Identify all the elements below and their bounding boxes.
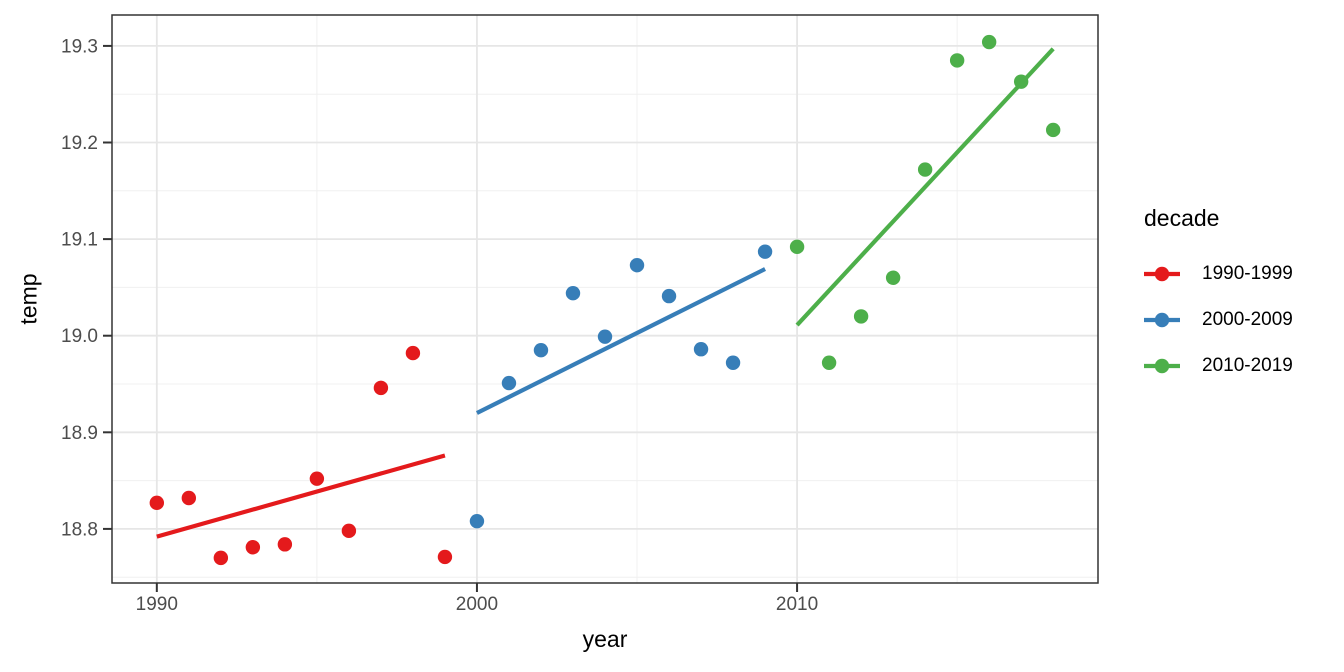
legend-key-smooth-point-icon [1144, 312, 1180, 328]
data-point [277, 537, 293, 552]
legend: decade 1990-1999 2000-2009 2010-2019 [1144, 203, 1334, 389]
legend-key-smooth-point-icon [1144, 358, 1180, 374]
x-axis-title: year [582, 626, 628, 652]
legend-title: decade [1144, 205, 1220, 231]
y-tick-label: 19.0 [61, 326, 98, 347]
plot-panel [112, 15, 1098, 583]
data-point [629, 257, 645, 273]
x-tick-label: 2000 [456, 594, 498, 615]
data-point [981, 34, 997, 50]
data-point [1045, 122, 1061, 138]
y-tick-label: 19.1 [61, 230, 98, 251]
panel-border [111, 14, 1099, 584]
data-point [213, 550, 229, 566]
data-point [853, 309, 869, 324]
legend-label: 1990-1999 [1202, 263, 1293, 284]
data-point [565, 286, 581, 301]
trend-line [795, 47, 1055, 327]
data-point [757, 244, 773, 259]
y-tick-label: 18.9 [61, 423, 98, 444]
legend-label: 2000-2009 [1202, 309, 1293, 330]
y-tick-label: 19.2 [61, 133, 98, 154]
data-point [661, 288, 677, 304]
data-point [725, 355, 741, 370]
data-point [693, 342, 709, 357]
legend-key-smooth-point-icon [1144, 266, 1180, 282]
data-point [533, 342, 549, 358]
data-point [885, 270, 901, 285]
legend-item: 2010-2019 [1144, 343, 1334, 389]
data-point [597, 329, 613, 344]
data-point [821, 355, 837, 370]
y-tick-label: 18.8 [61, 519, 98, 540]
data-point [149, 495, 165, 511]
data-point [181, 490, 197, 506]
data-point [469, 513, 485, 529]
data-point [949, 53, 965, 68]
data-point [437, 549, 453, 565]
data-point [245, 540, 261, 555]
data-point [501, 375, 517, 391]
x-tick-label: 1990 [136, 594, 178, 615]
y-axis-title: temp [15, 273, 42, 325]
data-point [405, 345, 421, 361]
data-point [309, 471, 325, 486]
legend-item: 2000-2009 [1144, 297, 1334, 343]
data-point [341, 523, 357, 539]
x-tick-label: 2010 [776, 594, 818, 615]
data-point [789, 239, 805, 255]
data-point [917, 162, 933, 177]
legend-item: 1990-1999 [1144, 251, 1334, 297]
trend-line [156, 453, 446, 539]
legend-label: 2010-2019 [1202, 355, 1293, 376]
data-point [373, 380, 389, 396]
trend-line [476, 267, 767, 415]
y-tick-label: 19.3 [61, 36, 98, 57]
